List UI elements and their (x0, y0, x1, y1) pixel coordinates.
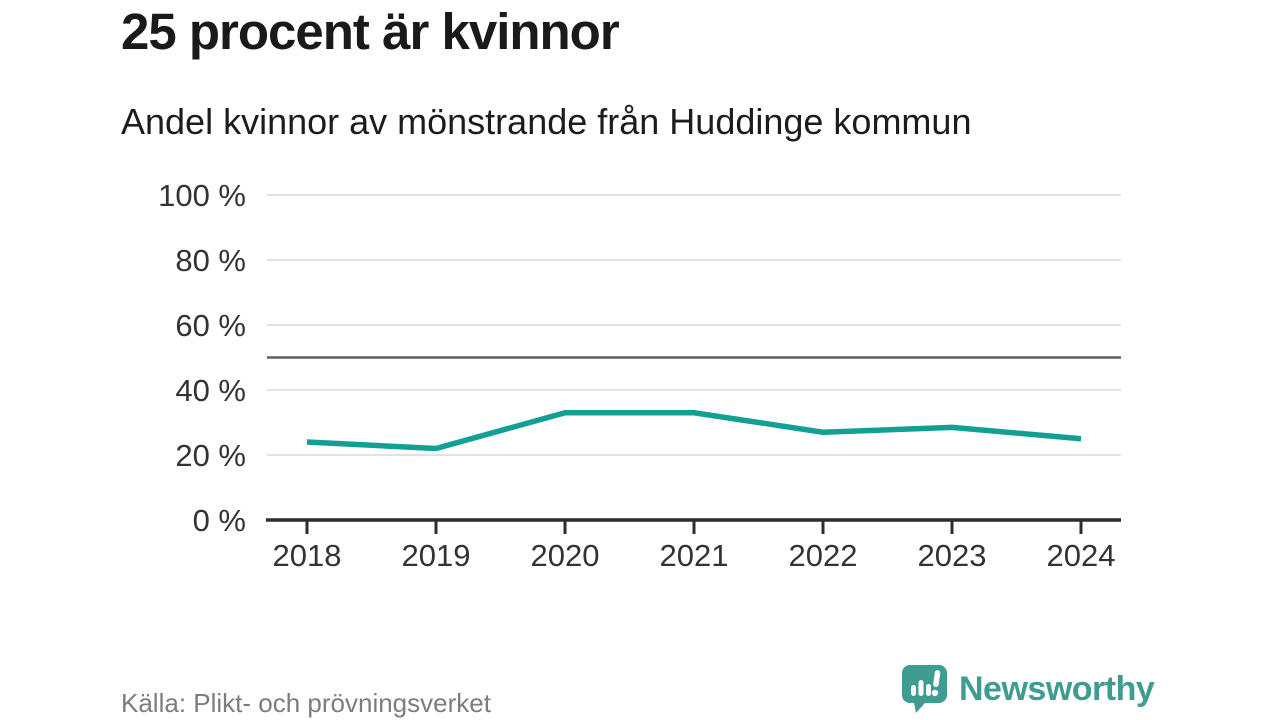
chart-subtitle: Andel kvinnor av mönstrande från Hudding… (121, 101, 972, 142)
x-tick-label: 2020 (531, 538, 600, 573)
line-chart: 0 % 20 % 40 % 60 % 80 % 100 % 2018 2019 2020 2021… (158, 178, 1121, 573)
source-note: Källa: Plikt- och prövningsverket (121, 688, 491, 718)
y-tick-label: 60 % (175, 308, 246, 343)
y-tick-label: 20 % (175, 438, 246, 473)
data-line (306, 410, 1082, 452)
x-tick-label: 2023 (918, 538, 987, 573)
newsworthy-logo: Newsworthy (901, 664, 1155, 714)
chart-title: 25 procent är kvinnor (121, 3, 620, 60)
x-tick-label: 2019 (402, 538, 471, 573)
y-tick-label: 100 % (158, 178, 246, 213)
x-tick-label: 2018 (273, 538, 342, 573)
newsworthy-logo-text: Newsworthy (959, 669, 1155, 708)
x-tick-label: 2021 (660, 538, 729, 573)
x-tick-label: 2024 (1047, 538, 1116, 573)
y-tick-label: 0 % (193, 503, 246, 538)
y-tick-label: 80 % (175, 243, 246, 278)
y-tick-label: 40 % (175, 373, 246, 408)
newsworthy-logo-icon (902, 665, 947, 713)
x-tick-label: 2022 (789, 538, 858, 573)
